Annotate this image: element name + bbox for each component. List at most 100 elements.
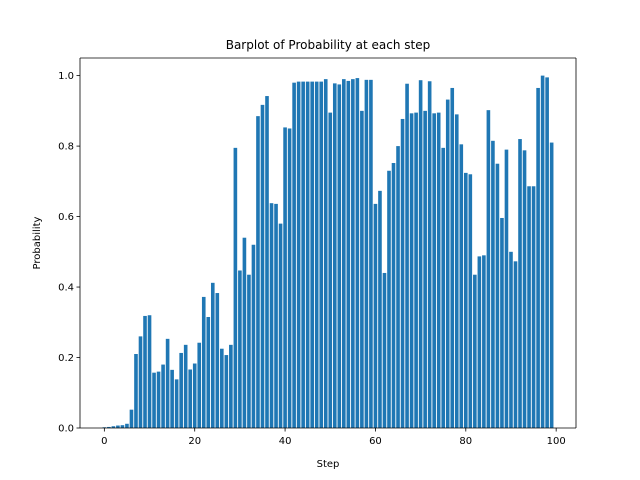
bar: [355, 78, 360, 428]
bar: [473, 274, 477, 428]
bar: [360, 110, 364, 428]
bar: [224, 355, 229, 428]
bar: [328, 112, 333, 428]
bar: [427, 81, 432, 428]
x-axis-label: Step: [317, 459, 340, 470]
bar: [441, 147, 446, 428]
y-tick-label: 0.6: [58, 212, 74, 223]
bar: [549, 142, 554, 429]
bar: [197, 342, 202, 428]
bar: [183, 344, 188, 428]
bar: [278, 223, 283, 428]
bar: [107, 426, 111, 428]
bar: [292, 82, 296, 429]
bar: [215, 293, 220, 428]
bar: [314, 81, 319, 428]
bar: [179, 352, 183, 428]
bar: [170, 369, 174, 428]
bar: [337, 84, 342, 428]
bar: [220, 348, 224, 428]
bar: [188, 369, 193, 428]
bar: [545, 77, 549, 428]
bar: [491, 140, 495, 429]
bar: [477, 256, 482, 428]
bar: [332, 83, 337, 428]
bar: [364, 79, 369, 428]
y-tick-label: 0.0: [58, 424, 74, 435]
bar: [391, 163, 396, 428]
bar: [229, 344, 233, 428]
bar: [373, 203, 378, 428]
bar: [134, 354, 138, 428]
bar: [468, 174, 473, 428]
bar: [418, 80, 423, 428]
x-tick-label: 40: [279, 436, 292, 447]
bar: [256, 116, 260, 429]
bar: [238, 270, 242, 428]
bar: [369, 79, 373, 428]
bar: [296, 81, 301, 428]
y-tick-label: 1.0: [58, 71, 74, 82]
bar: [432, 113, 436, 429]
bar: [147, 315, 152, 428]
bar: [396, 146, 400, 428]
bar: [233, 147, 238, 428]
bar: [125, 423, 129, 428]
bar: [346, 80, 351, 429]
y-tick-label: 0.8: [58, 142, 74, 153]
bar: [174, 379, 179, 428]
y-tick-label: 0.4: [58, 283, 74, 294]
chart-title: Barplot of Probability at each step: [226, 38, 431, 52]
bar: [206, 317, 211, 428]
bar: [310, 81, 314, 428]
bar: [540, 75, 545, 428]
bar: [201, 296, 206, 428]
bar: [210, 282, 215, 428]
bar: [405, 83, 409, 428]
bar: [305, 81, 310, 428]
bar: [283, 127, 287, 429]
bar: [120, 425, 125, 428]
bar: [342, 79, 346, 429]
y-tick-label: 0.2: [58, 353, 74, 364]
bar: [409, 113, 414, 429]
bar: [495, 163, 500, 428]
bar: [400, 118, 405, 428]
bar: [378, 190, 382, 428]
bar: [287, 128, 292, 428]
plot-area: [102, 75, 554, 429]
bar: [143, 315, 147, 428]
x-tick-label: 0: [101, 436, 107, 447]
bar: [129, 409, 134, 428]
bar: [351, 79, 355, 429]
bar: [450, 87, 455, 428]
bar: [509, 251, 513, 428]
bar: [116, 425, 120, 428]
bar: [513, 261, 518, 428]
bar: [138, 336, 143, 428]
bar: [445, 99, 450, 428]
bar: [504, 149, 509, 428]
bar: [111, 426, 116, 428]
x-tick-label: 80: [459, 436, 472, 447]
bar: [156, 371, 161, 428]
bar: [518, 139, 522, 429]
bar: [527, 186, 531, 428]
bar: [251, 244, 256, 428]
bar: [319, 81, 324, 428]
bar: [192, 363, 197, 428]
bar: [482, 255, 486, 428]
bar: [301, 81, 305, 428]
bar: [463, 172, 468, 428]
bar: [500, 217, 504, 428]
bar: [242, 237, 247, 428]
bar: [459, 144, 464, 429]
bar: [536, 87, 540, 428]
bar: [531, 186, 536, 428]
axes-frame: [79, 57, 577, 429]
x-tick-label: 100: [547, 436, 566, 447]
bar: [382, 272, 387, 428]
x-tick-label: 20: [188, 436, 201, 447]
bar: [161, 364, 165, 428]
